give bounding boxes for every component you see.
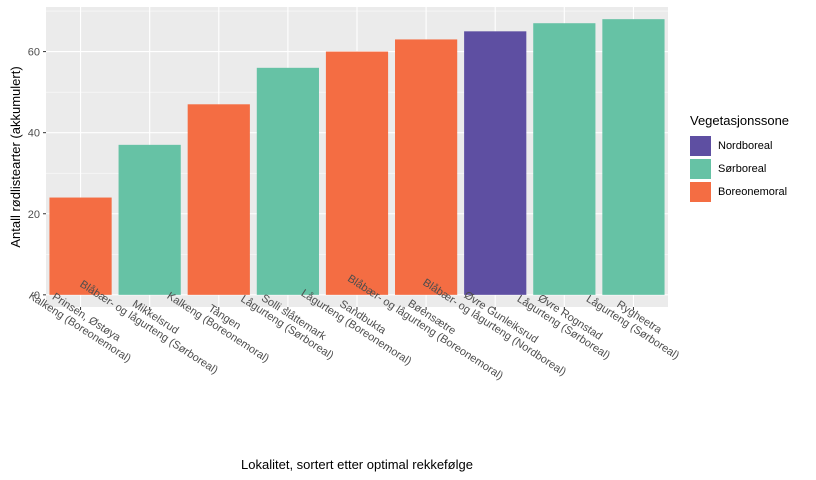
bar-7 <box>464 31 527 295</box>
legend-swatch-boreonemoral <box>690 181 711 202</box>
y-tick-label: 40 <box>28 128 40 140</box>
y-axis-title: Antall rødlistearter (akkumulert) <box>8 66 23 247</box>
x-axis-title: Lokalitet, sortert etter optimal rekkefø… <box>241 457 473 472</box>
legend-item-nordboreal: Nordboreal <box>690 134 789 157</box>
legend-swatch-nordboreal <box>690 135 711 156</box>
bar-4 <box>256 67 319 295</box>
bar-5 <box>325 51 389 295</box>
y-tick-label: 20 <box>28 209 40 221</box>
legend: Vegetasjonssone Nordboreal Sørboreal Bor… <box>690 113 789 203</box>
legend-label-sorboreal: Sørboreal <box>718 162 767 175</box>
bar-9 <box>602 19 665 295</box>
legend-item-boreonemoral: Boreonemoral <box>690 180 789 203</box>
y-tick-label: 0 <box>34 290 40 302</box>
bar-6 <box>395 39 458 295</box>
legend-item-sorboreal: Sørboreal <box>690 157 789 180</box>
bar-3 <box>187 104 250 295</box>
legend-title: Vegetasjonssone <box>690 113 790 128</box>
bars <box>49 19 665 295</box>
bar-8 <box>533 23 596 295</box>
legend-swatch-sorboreal <box>690 158 711 179</box>
bar-2 <box>118 144 181 295</box>
y-tick-label: 60 <box>28 47 40 59</box>
y-axis: 0 20 40 60 <box>28 47 46 302</box>
legend-label-boreonemoral: Boreonemoral <box>718 185 788 198</box>
legend-label-nordboreal: Nordboreal <box>718 139 773 152</box>
bar-1 <box>49 197 112 295</box>
